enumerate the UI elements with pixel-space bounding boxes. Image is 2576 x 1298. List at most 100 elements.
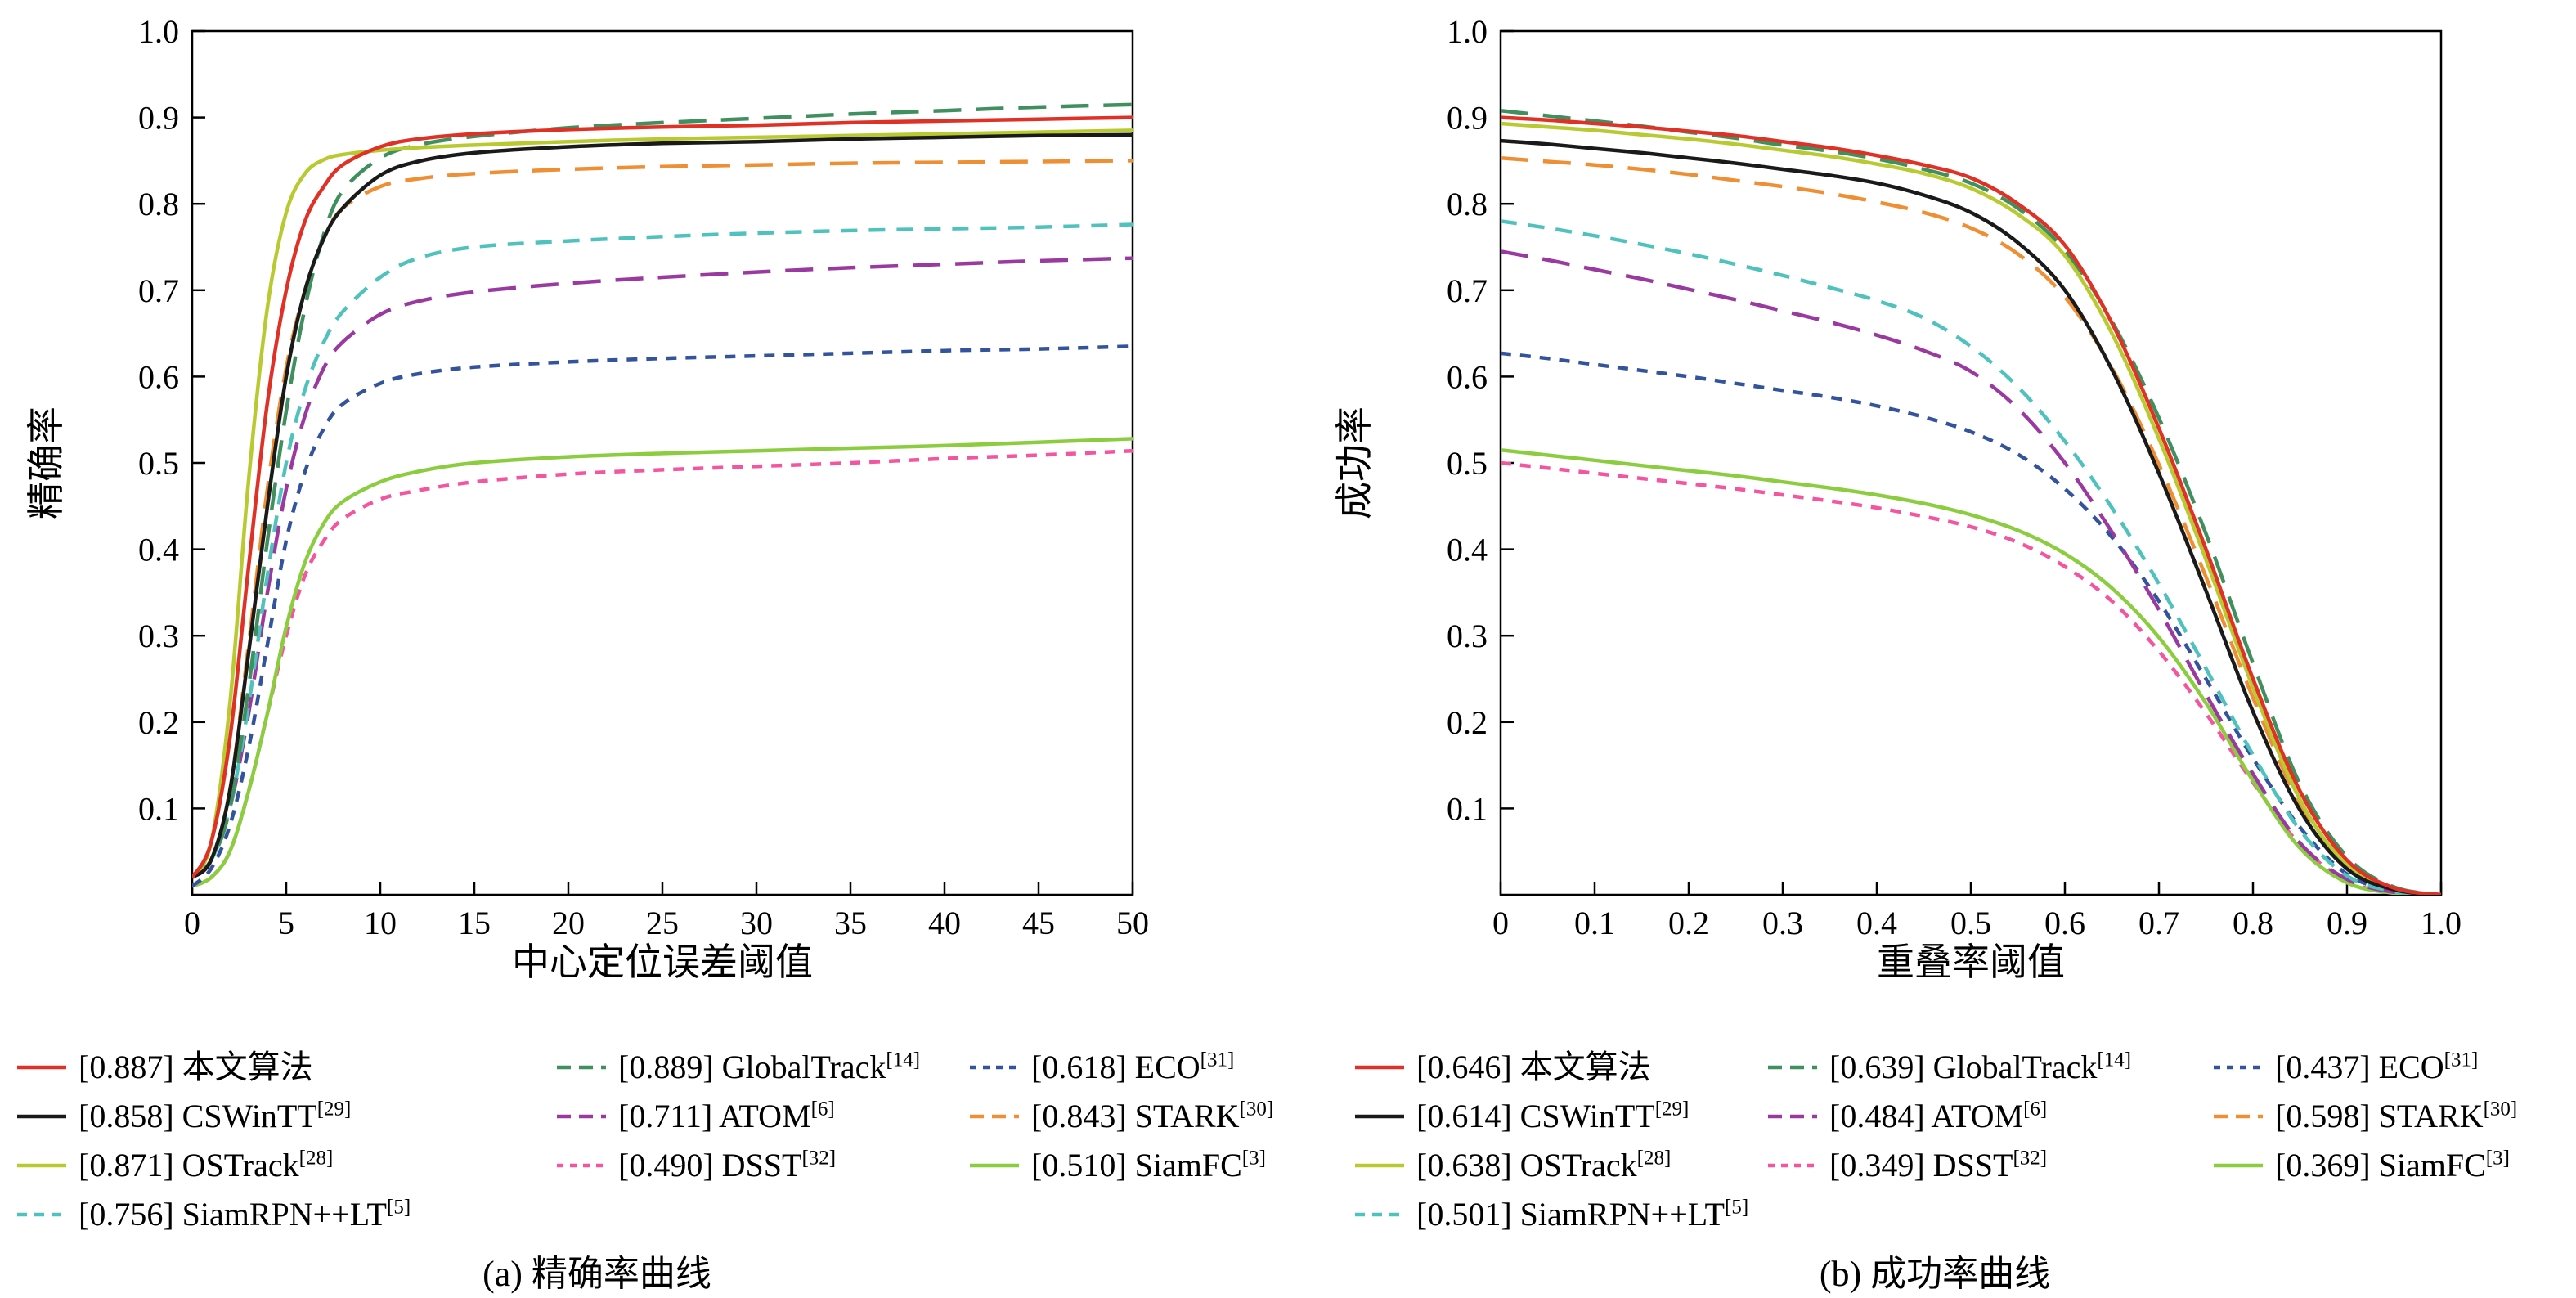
series-line-ostrack bbox=[192, 128, 1133, 879]
legend-item-cswintt: [0.858] CSWinTT[29] bbox=[16, 1092, 556, 1141]
y-axis-label: 精确率 bbox=[25, 406, 67, 519]
x-tick-label: 0.9 bbox=[2327, 905, 2367, 941]
legend-label: [0.638] OSTrack[28] bbox=[1416, 1147, 1672, 1183]
x-tick-label: 0.3 bbox=[1762, 905, 1803, 941]
y-tick-label: 0.4 bbox=[1447, 532, 1488, 568]
legend-citation-ref: [6] bbox=[2023, 1098, 2048, 1121]
y-tick-label: 1.0 bbox=[1447, 13, 1488, 50]
legend-citation-ref: [28] bbox=[298, 1147, 334, 1170]
y-tick-label: 0.7 bbox=[138, 272, 179, 309]
legend-label: [0.490] DSST[32] bbox=[618, 1147, 837, 1183]
legend-citation-ref: [14] bbox=[886, 1049, 921, 1071]
y-tick-label: 0.9 bbox=[138, 100, 179, 137]
legend-label: [0.501] SiamRPN++LT[5] bbox=[1416, 1196, 1749, 1233]
success-legend: [0.646] 本文算法 [0.639] GlobalTrack[14] [0.43… bbox=[1354, 1043, 2517, 1239]
y-tick-label: 0.1 bbox=[138, 790, 179, 827]
legend-label: [0.437] ECO[31] bbox=[2275, 1049, 2479, 1085]
legend-label: [0.639] GlobalTrack[14] bbox=[1829, 1049, 2132, 1085]
series-line-atom bbox=[1501, 249, 2441, 895]
legend-citation-ref: [29] bbox=[1654, 1098, 1690, 1121]
legend-citation-ref: [29] bbox=[316, 1098, 352, 1121]
legend-item-atom: [0.711] ATOM[6] bbox=[556, 1092, 969, 1141]
legend-line-sample bbox=[17, 1212, 66, 1217]
series-line-siamrpnlt bbox=[192, 222, 1133, 879]
legend-line-sample bbox=[2214, 1114, 2263, 1119]
series-line-siamrpnlt bbox=[1501, 219, 2441, 895]
y-tick-label: 0.5 bbox=[1447, 445, 1488, 482]
legend-label: [0.887] 本文算法 bbox=[79, 1049, 313, 1085]
legend-label: [0.369] SiamFC[3] bbox=[2275, 1147, 2510, 1183]
legend-item-eco: [0.618] ECO[31] bbox=[969, 1043, 1337, 1092]
legend-citation-ref: [31] bbox=[1200, 1049, 1235, 1071]
legend-label: [0.484] ATOM[6] bbox=[1829, 1098, 2048, 1134]
legend-item-siamfc: [0.510] SiamFC[3] bbox=[969, 1141, 1337, 1190]
series-line-globaltrack bbox=[192, 102, 1133, 879]
series-line-siamfc bbox=[192, 437, 1133, 888]
x-tick-label: 0 bbox=[184, 905, 200, 941]
legend-label: [0.843] STARK[30] bbox=[1031, 1098, 1274, 1134]
series-line-siamfc bbox=[1501, 447, 2441, 895]
legend-citation-ref: [14] bbox=[2097, 1049, 2132, 1071]
legend-item-siamrpnlt: [0.756] SiamRPN++LT[5] bbox=[16, 1190, 556, 1239]
series-line-stark bbox=[1501, 155, 2441, 895]
y-tick-label: 0.9 bbox=[1447, 100, 1488, 137]
legend-label: [0.618] ECO[31] bbox=[1031, 1049, 1235, 1085]
y-tick-label: 1.0 bbox=[138, 13, 179, 50]
y-tick-label: 0.2 bbox=[1447, 704, 1488, 741]
x-tick-label: 0 bbox=[1492, 905, 1509, 941]
series-line-ostrack bbox=[1501, 121, 2441, 895]
legend-label: [0.646] 本文算法 bbox=[1416, 1049, 1651, 1085]
legend-line-sample bbox=[557, 1163, 606, 1168]
y-tick-label: 0.3 bbox=[1447, 618, 1488, 654]
x-tick-label: 30 bbox=[740, 905, 773, 941]
legend-citation-ref: [3] bbox=[2485, 1147, 2510, 1170]
x-tick-label: 50 bbox=[1116, 905, 1149, 941]
x-axis-label: 重叠率阈值 bbox=[1877, 941, 2065, 981]
y-tick-label: 0.1 bbox=[1447, 790, 1488, 827]
legend-line-sample bbox=[2214, 1163, 2263, 1168]
legend-item-globaltrack: [0.889] GlobalTrack[14] bbox=[556, 1043, 969, 1092]
y-tick-label: 0.2 bbox=[138, 704, 179, 741]
y-tick-label: 0.6 bbox=[138, 358, 179, 395]
precision-plot: 0.1 0.2 0.3 0.4 0.5 0.6 0.7 0.8 0.9 1.0 0 5 10 15 20 25… bbox=[25, 13, 1149, 981]
legend-item-siamfc: [0.369] SiamFC[3] bbox=[2213, 1141, 2576, 1190]
legend-item-ostrack: [0.638] OSTrack[28] bbox=[1354, 1141, 1767, 1190]
series-line-atom bbox=[192, 256, 1133, 879]
legend-item-atom: [0.484] ATOM[6] bbox=[1767, 1092, 2213, 1141]
legend-citation-ref: [5] bbox=[387, 1196, 411, 1219]
legend-line-sample bbox=[1355, 1065, 1404, 1070]
series-line-cswintt bbox=[192, 132, 1133, 879]
x-tick-label: 25 bbox=[646, 905, 679, 941]
legend-line-sample bbox=[1355, 1212, 1404, 1217]
legend-line-sample bbox=[17, 1114, 66, 1119]
legend-citation-ref: [3] bbox=[1241, 1147, 1266, 1170]
x-tick-label: 1.0 bbox=[2421, 905, 2462, 941]
legend-label: [0.889] GlobalTrack[14] bbox=[618, 1049, 921, 1085]
legend-line-sample bbox=[1768, 1163, 1817, 1168]
x-tick-label: 0.6 bbox=[2044, 905, 2085, 941]
legend-citation-ref: [32] bbox=[801, 1147, 837, 1170]
legend-line-sample bbox=[1768, 1114, 1817, 1119]
legend-line-sample bbox=[17, 1163, 66, 1168]
legend-citation-ref: [32] bbox=[2013, 1147, 2048, 1170]
legend-item-ours: [0.887] 本文算法 bbox=[16, 1043, 556, 1092]
y-tick-label: 0.3 bbox=[138, 618, 179, 654]
panel-a-caption: (a) 精确率曲线 bbox=[482, 1254, 711, 1294]
x-tick-label: 20 bbox=[552, 905, 585, 941]
legend-item-ours: [0.646] 本文算法 bbox=[1354, 1043, 1767, 1092]
x-tick-label: 5 bbox=[278, 905, 294, 941]
series-line-ours bbox=[1501, 115, 2441, 895]
series-line-dsst bbox=[192, 448, 1133, 888]
legend-label: [0.349] DSST[32] bbox=[1829, 1147, 2048, 1183]
legend-citation-ref: [31] bbox=[2444, 1049, 2479, 1071]
legend-line-sample bbox=[17, 1065, 66, 1070]
series-line-stark bbox=[192, 159, 1133, 879]
legend-label: [0.510] SiamFC[3] bbox=[1031, 1147, 1266, 1183]
series-line-ours bbox=[192, 115, 1133, 879]
legend-item-stark: [0.598] STARK[30] bbox=[2213, 1092, 2576, 1141]
legend-line-sample bbox=[557, 1065, 606, 1070]
precision-legend: [0.887] 本文算法 [0.889] GlobalTrack[14] [0.61… bbox=[16, 1043, 1273, 1239]
legend-item-dsst: [0.490] DSST[32] bbox=[556, 1141, 969, 1190]
legend-line-sample bbox=[1355, 1114, 1404, 1119]
